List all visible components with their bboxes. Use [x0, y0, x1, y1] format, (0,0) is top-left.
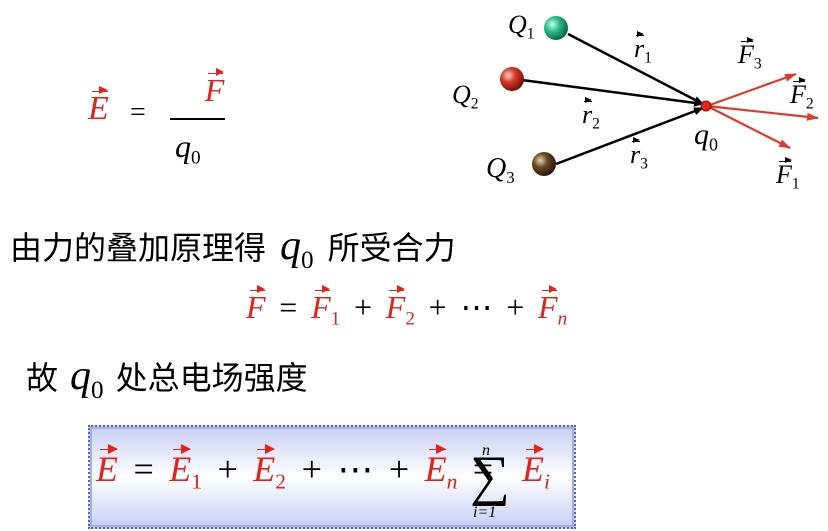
label-F2: F2 [790, 76, 814, 113]
label-Q1: Q1 [508, 10, 535, 43]
superposition-statement: 由力的叠加原理得 q0 所受合力 [10, 223, 456, 274]
fraction-bar [170, 118, 225, 120]
charge-Q1-sphere [544, 16, 568, 40]
summation-sign: ∑ [470, 445, 510, 507]
label-Q3: Q3 [486, 153, 515, 187]
field-superposition-equation: E = E1 + E2 + ⋯ + En = [96, 443, 494, 494]
force-symbol: F [204, 68, 225, 108]
force-F3-arrow [706, 72, 797, 108]
sum-term: Ei [522, 443, 550, 494]
r3-vector-arrow [555, 106, 704, 166]
net-force-equation: F = F1 + F2 + ⋯ + Fn [246, 285, 568, 330]
label-r3: r3 [630, 136, 648, 173]
charge-Q2-sphere [500, 67, 524, 91]
total-field-statement: 故 q0 处总电场强度 [26, 353, 308, 404]
q0-symbol: q0 [70, 353, 104, 404]
sum-lower-limit: i=1 [473, 504, 497, 521]
q0-symbol: q0 [280, 223, 314, 274]
field-definition-formula: E = F q0 [0, 0, 828, 169]
field-symbol: E [88, 85, 109, 127]
superposition-result-box [88, 425, 576, 529]
label-r1: r1 [634, 30, 652, 67]
force-F2-arrow [706, 104, 819, 121]
label-F3: F3 [738, 36, 762, 73]
equals-sign: = [130, 97, 146, 128]
force-F1-arrow [706, 105, 791, 149]
test-charge-q0-dot [700, 100, 712, 112]
r2-vector-arrow [521, 78, 704, 107]
sum-upper-limit: n [482, 442, 490, 459]
r1-vector-arrow [567, 32, 704, 106]
label-Q2: Q2 [452, 80, 479, 113]
test-charge-symbol: q0 [175, 128, 201, 169]
label-r2: r2 [582, 96, 600, 133]
label-q0: q0 [694, 118, 718, 155]
charge-Q3-sphere [532, 152, 556, 176]
label-F1: F1 [776, 156, 800, 193]
